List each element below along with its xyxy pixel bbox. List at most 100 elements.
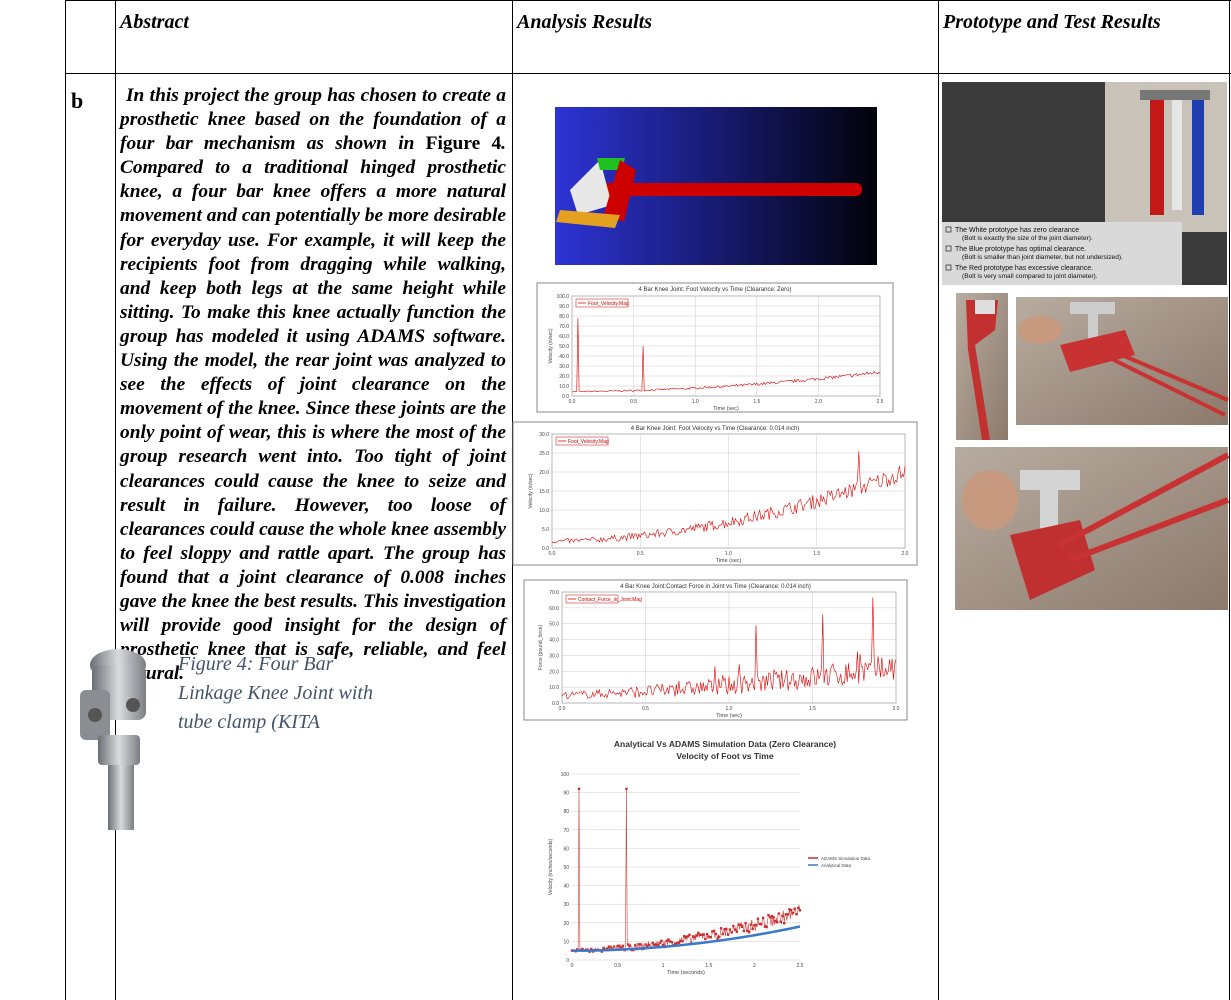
y-tick-label: 100.0 [556, 294, 569, 300]
plot-dot [760, 922, 763, 926]
y-tick-label: 30.0 [559, 364, 569, 370]
plot-dot [662, 943, 665, 947]
plot-dot [669, 940, 672, 943]
chart-title: 4 Bar Knee Joint:Contact Force in Joint … [620, 584, 811, 590]
y-tick-label: 70.0 [549, 590, 559, 596]
plot-dot [721, 932, 725, 936]
x-tick-label: 0.0 [569, 399, 576, 405]
y-tick-label: 60 [563, 846, 569, 852]
x-tick-label: 1.0 [692, 399, 699, 405]
plot-dot [609, 945, 612, 949]
plot-dot [774, 919, 777, 923]
plot-dot [761, 916, 765, 920]
plot-dot [660, 939, 663, 942]
y-tick-label: 70.0 [559, 324, 569, 330]
chart-title: 4 Bar Knee Joint: Foot Velocity vs Time … [638, 287, 791, 293]
plot-dot [618, 944, 621, 947]
plot-trace [561, 597, 897, 699]
bullet-text: The Red prototype has excessive clearanc… [955, 265, 1093, 272]
y-axis-label: Force (pound_force) [538, 625, 544, 671]
x-tick-label: 2 [753, 963, 756, 969]
plot-dot [628, 944, 632, 947]
x-axis-label: Time (sec) [713, 406, 739, 412]
plot-dot [742, 929, 746, 933]
x-tick-label: 0.5 [637, 551, 644, 557]
plot-dot [791, 911, 795, 915]
plot-dot [747, 930, 751, 934]
plot-dot [709, 935, 712, 939]
plot-dot [779, 920, 782, 923]
plot-dot [679, 940, 682, 943]
plot-dot [647, 943, 651, 946]
plot-trace [571, 317, 881, 393]
x-axis-label: Time (sec) [716, 558, 742, 564]
plot-dot [765, 925, 768, 929]
plot-dot [756, 917, 760, 920]
plot-dot [725, 927, 728, 931]
plot-dot [730, 931, 733, 934]
plot-dot [732, 924, 735, 928]
x-tick-label: 2.0 [893, 706, 900, 712]
y-tick-label: 20.0 [559, 374, 569, 380]
legend-label: Contact_Force_in_Joint.Mag [578, 597, 642, 603]
plot-dot [783, 922, 786, 925]
y-tick-label: 70 [563, 828, 569, 834]
y-tick-label: 90 [563, 791, 569, 797]
y-tick-label: 0 [566, 958, 569, 964]
chart-image: Analytical Vs ADAMS Simulation Data (Zer… [548, 739, 871, 976]
bullet-box [945, 226, 952, 233]
header-cell: Analysis Results [517, 11, 653, 33]
plot-dot [788, 908, 791, 911]
table-rule [938, 0, 939, 1000]
figure-caption: Figure 4: Four Bar Linkage Knee Joint wi… [178, 653, 373, 733]
plot-dot [746, 929, 749, 933]
plot-dot [702, 933, 705, 936]
x-axis-label: Time (seconds) [667, 970, 705, 976]
chart-image: 4 Bar Knee Joint: Foot Velocity vs Time … [512, 421, 918, 566]
plot-dot [681, 939, 684, 943]
y-tick-label: 0.0 [562, 394, 569, 400]
x-tick-label: 2.5 [797, 963, 804, 969]
plot-dot [751, 927, 754, 931]
y-tick-label: 40.0 [549, 638, 559, 644]
text: In this project the group has chosen to … [120, 85, 506, 155]
plot-dot [651, 941, 654, 945]
plot-dot [798, 909, 802, 912]
chart-image: 4 Bar Knee Joint:Contact Force in Joint … [523, 579, 908, 721]
y-tick-label: 10 [563, 939, 569, 945]
legend-label: Foot_Velocity.Mag [588, 301, 629, 307]
plot-dot [612, 945, 616, 948]
plot-dot [667, 938, 670, 941]
x-tick-label: 2.5 [877, 399, 884, 405]
y-tick-label: 60.0 [549, 606, 559, 612]
table-rule [115, 0, 116, 1000]
plot-dot [733, 928, 737, 931]
header-cell: Prototype and Test Results [943, 11, 1161, 33]
x-tick-label: 2.0 [815, 399, 822, 405]
plot-dot [576, 948, 579, 951]
chart-title: 4 Bar Knee Joint: Foot Velocity vs Time … [631, 426, 799, 432]
plot-dot [600, 950, 604, 953]
bullet-text: The White prototype has zero clearance [955, 227, 1079, 234]
y-tick-label: 5.0 [542, 527, 549, 533]
plot-dot [683, 935, 686, 938]
legend-box [575, 298, 629, 308]
plot-dot [693, 935, 696, 938]
plot-dot [797, 906, 800, 910]
y-tick-label: 90.0 [559, 304, 569, 310]
plot-dot [786, 913, 789, 916]
plot-dot [644, 943, 647, 946]
x-tick-label: 1.5 [809, 706, 816, 712]
y-tick-label: 20.0 [549, 669, 559, 675]
legend-label: Analytical Data [821, 863, 852, 868]
photo [956, 293, 1008, 440]
bullet-box [945, 264, 952, 271]
legend-box [565, 594, 619, 604]
y-tick-label: 50.0 [559, 344, 569, 350]
plot-dot [719, 927, 723, 930]
plot-dot [695, 934, 698, 937]
y-axis-label: Velocity (inches/seconds) [548, 838, 554, 895]
y-tick-label: 40 [563, 884, 569, 890]
y-tick-label: 40.0 [559, 354, 569, 360]
